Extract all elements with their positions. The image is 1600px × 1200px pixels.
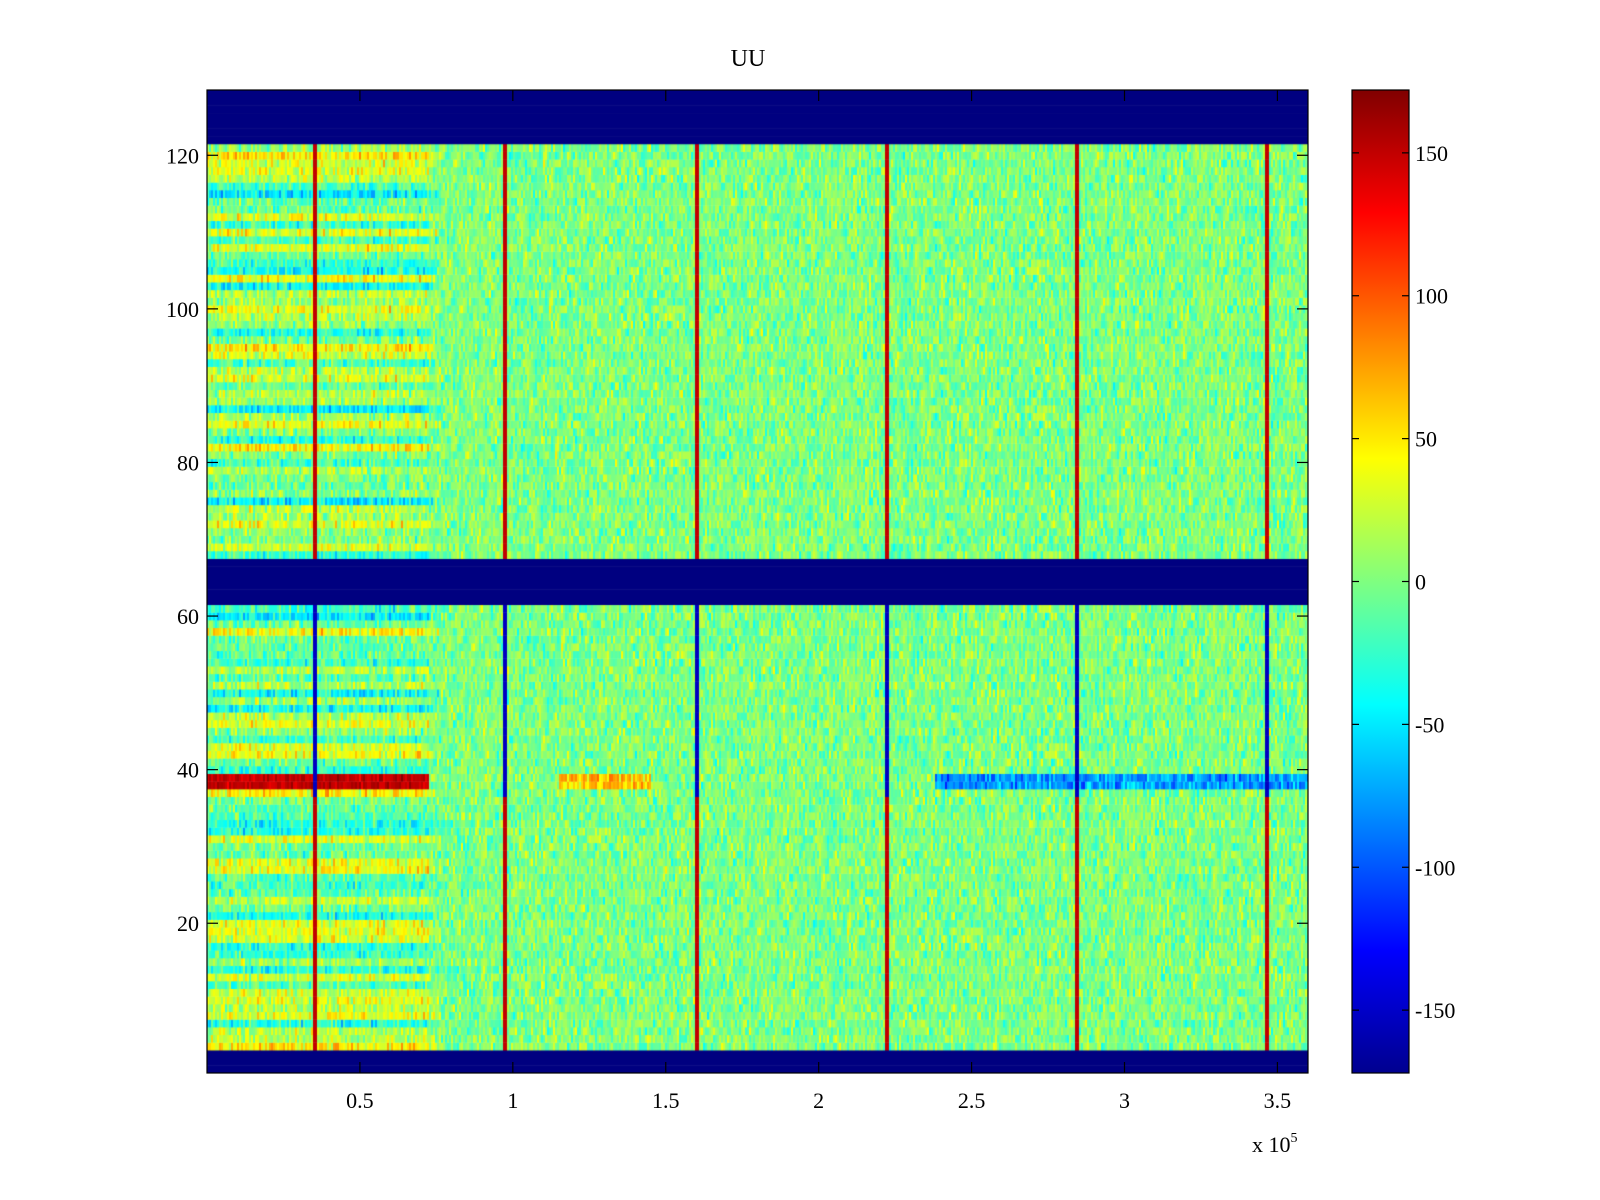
colorbar-tick-label: 0 <box>1415 570 1426 595</box>
x-tick-label: 0.5 <box>346 1088 374 1113</box>
y-tick-label: 60 <box>177 604 199 629</box>
x-tick-label: 2.5 <box>958 1088 986 1113</box>
x-tick-label: 3 <box>1119 1088 1130 1113</box>
x-tick-label: 1 <box>507 1088 518 1113</box>
x-tick-label: 3.5 <box>1264 1088 1292 1113</box>
x-exponent-label: x 105 <box>1252 1131 1298 1157</box>
y-tick-label: 40 <box>177 758 199 783</box>
colorbar-tick-label: -50 <box>1415 712 1444 737</box>
y-tick-label: 120 <box>166 143 199 168</box>
heatmap-cells <box>207 90 1308 1073</box>
colorbar-tick-label: 150 <box>1415 141 1448 166</box>
chart-title: UU <box>731 46 766 72</box>
y-axis: 20 40 60 80 100 120 <box>166 143 1308 936</box>
y-tick-label: 20 <box>177 911 199 936</box>
x-tick-label: 2 <box>813 1088 824 1113</box>
colorbar-tick-label: -150 <box>1415 998 1455 1023</box>
x-axis: 0.5 1 1.5 2 2.5 3 3.5 <box>346 90 1291 1113</box>
colorbar-ticks: 150 100 50 0 -50 -100 -150 <box>1352 141 1455 1023</box>
x-tick-label: 1.5 <box>652 1088 680 1113</box>
colorbar-tick-label: -100 <box>1415 855 1455 880</box>
colorbar-tick-label: 100 <box>1415 284 1448 309</box>
plot-axes-box <box>206 89 1309 1074</box>
colorbar-tick-label: 50 <box>1415 427 1437 452</box>
y-tick-label: 100 <box>166 297 199 322</box>
y-tick-label: 80 <box>177 450 199 475</box>
colorbar <box>1351 89 1410 1074</box>
heatmap-image <box>207 90 1308 1073</box>
